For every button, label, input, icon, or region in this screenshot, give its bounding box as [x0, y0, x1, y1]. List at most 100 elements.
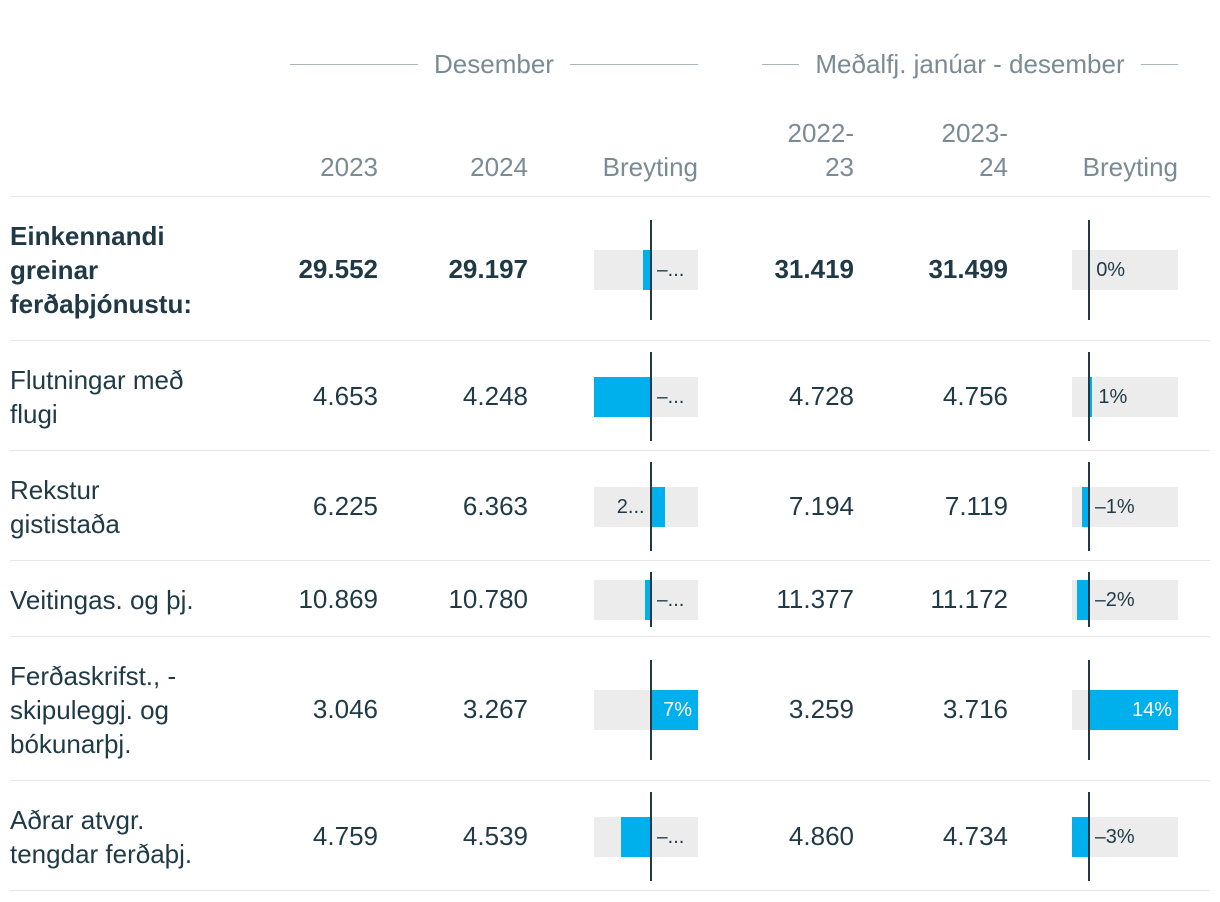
change-label: 14%: [1131, 698, 1172, 721]
change-cell-c2: 1%: [1072, 342, 1178, 451]
change-label: –1%: [1094, 495, 1135, 518]
change-bar: [1072, 816, 1089, 857]
bar-track: [594, 486, 698, 527]
change-cell-c1: 2...: [594, 452, 698, 561]
col-header-2023-24: 2023-24: [941, 118, 1009, 182]
value-v1: 29.552: [298, 254, 378, 284]
change-bar: [1082, 486, 1089, 527]
zero-line: [1087, 659, 1090, 760]
group-rule: [290, 63, 419, 65]
group-rule: [569, 63, 698, 65]
group-header-desember: Desember: [290, 44, 698, 84]
change-bar: [620, 816, 651, 857]
change-cell-c1: 7%: [594, 638, 698, 781]
change-label: 7%: [663, 698, 692, 721]
row-label: Aðrar atvgr. tengdar ferðaþj.: [10, 804, 193, 869]
change-label: 0%: [1096, 258, 1126, 281]
bar-track: [1072, 579, 1178, 620]
value-v4: 11.172: [930, 584, 1008, 614]
change-label: –...: [656, 258, 685, 281]
row-divider: [10, 636, 1210, 637]
row-label: Flutningar með flugi: [10, 364, 184, 429]
zero-line: [649, 352, 652, 441]
value-v3: 4.860: [788, 821, 854, 851]
value-v2: 3.267: [462, 694, 528, 724]
value-v3: 3.259: [788, 694, 854, 724]
change-bar: [594, 376, 651, 417]
change-cell-c2: 14%: [1072, 638, 1178, 781]
value-v1: 4.653: [312, 381, 378, 411]
change-cell-c2: 0%: [1072, 198, 1178, 341]
bar-track: [1072, 486, 1178, 527]
row-divider: [10, 560, 1210, 561]
value-v4: 31.499: [928, 254, 1008, 284]
value-v4: 3.716: [942, 694, 1008, 724]
group-rule: [762, 63, 800, 65]
change-label: –...: [656, 385, 685, 408]
header-divider: [10, 196, 1210, 197]
row-divider: [10, 780, 1210, 781]
change-label: –3%: [1094, 825, 1135, 848]
change-bar: [1088, 376, 1093, 417]
row-label: Rekstur gististaða: [10, 474, 120, 539]
value-v2: 4.248: [462, 381, 528, 411]
zero-line: [1087, 352, 1090, 441]
table-row: Aðrar atvgr. tengdar ferðaþj. 4.759 4.539 –…: [0, 782, 1220, 891]
col-header-2023: 2023: [320, 152, 378, 182]
change-bar: [650, 486, 665, 527]
change-label: 2...: [616, 495, 645, 518]
value-v3: 11.377: [776, 584, 854, 614]
row-divider: [10, 340, 1210, 341]
value-v3: 31.419: [774, 254, 854, 284]
change-cell-c2: –1%: [1072, 452, 1178, 561]
zero-line: [649, 572, 652, 627]
zero-line: [1087, 572, 1090, 627]
row-label: Veitingas. og þj.: [10, 584, 194, 615]
bar-track: [1072, 816, 1178, 857]
zero-line: [649, 462, 652, 551]
value-v2: 6.363: [462, 491, 528, 521]
change-label: 1%: [1098, 385, 1128, 408]
value-v1: 6.225: [312, 491, 378, 521]
zero-line: [1087, 219, 1090, 320]
zero-line: [1087, 792, 1090, 881]
value-v1: 10.869: [298, 584, 378, 614]
col-header-2024: 2024: [470, 152, 528, 182]
change-cell-c1: –...: [594, 342, 698, 451]
col-header-breyting-avg: Breyting: [1082, 152, 1178, 182]
col-header-breyting-des: Breyting: [602, 152, 698, 182]
change-cell-c2: –3%: [1072, 782, 1178, 891]
value-v3: 4.728: [788, 381, 854, 411]
value-v4: 7.119: [944, 491, 1008, 521]
value-v1: 3.046: [312, 694, 378, 724]
change-cell-c1: –...: [594, 782, 698, 891]
row-label: Ferðaskrifst., -skipuleggj. og bókunarþj…: [10, 660, 177, 759]
value-v2: 10.780: [448, 584, 528, 614]
change-bar: [1088, 689, 1178, 730]
table-row: Rekstur gististaða 6.225 6.363 2... 7.194 7.1…: [0, 452, 1220, 561]
value-v2: 4.539: [462, 821, 528, 851]
table-row: Ferðaskrifst., -skipuleggj. og bókunarþj…: [0, 638, 1220, 781]
value-v3: 7.194: [788, 491, 854, 521]
change-label: –2%: [1094, 588, 1135, 611]
row-divider: [10, 450, 1210, 451]
change-cell-c1: –...: [594, 562, 698, 637]
table-row: Veitingas. og þj. 10.869 10.780 –... 11.377 1…: [0, 562, 1220, 637]
group-title-medalfj: Meðalfj. janúar - desember: [815, 48, 1125, 79]
change-bar: [650, 689, 698, 730]
zero-line: [649, 219, 652, 320]
change-label: –...: [656, 588, 685, 611]
row-divider: [10, 890, 1210, 891]
change-label: –...: [656, 825, 685, 848]
change-bar: [1077, 579, 1089, 620]
value-v2: 29.197: [448, 254, 528, 284]
row-label: Einkennandi greinar ferðaþjónustu:: [10, 220, 192, 319]
group-header-medalfj: Meðalfj. janúar - desember: [762, 44, 1179, 84]
value-v1: 4.759: [312, 821, 378, 851]
group-title-desember: Desember: [434, 48, 554, 79]
table-row: Einkennandi greinar ferðaþjónustu: 29.552…: [0, 198, 1220, 341]
table-row: Flutningar með flugi 4.653 4.248 –... 4.728 4…: [0, 342, 1220, 451]
change-bar: [642, 249, 651, 290]
change-cell-c1: –...: [594, 198, 698, 341]
group-rule: [1140, 63, 1179, 65]
